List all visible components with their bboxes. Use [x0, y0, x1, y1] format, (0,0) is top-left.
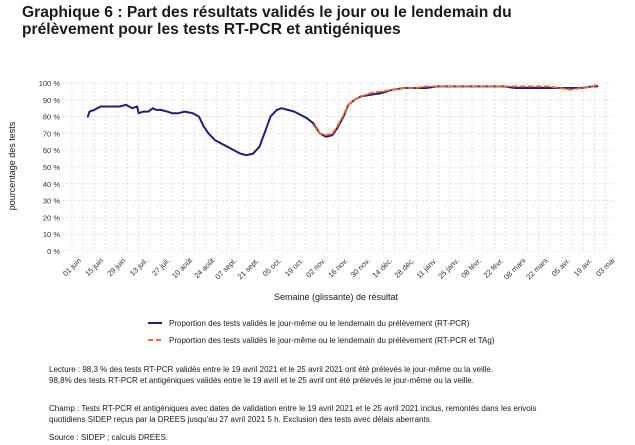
- x-tick-label: 29 juin: [105, 256, 127, 278]
- x-tick-label: 08 mars: [502, 256, 528, 282]
- chart-title-line-2: prélèvement pour les tests RT-PCR et ant…: [22, 21, 401, 38]
- x-tick-label: 05 oct.: [261, 256, 283, 278]
- x-tick-label: 21 sept.: [236, 256, 261, 281]
- legend: Proportion des tests validés le jour-mêm…: [148, 319, 495, 345]
- x-tick-label: 14 déc.: [370, 256, 394, 280]
- x-tick-label: 07 sept.: [213, 256, 238, 281]
- x-tick-label: 19 avr.: [572, 256, 594, 278]
- y-tick-label: 20 %: [43, 213, 60, 222]
- y-tick-label: 70 %: [43, 129, 60, 138]
- y-tick-label: 40 %: [43, 180, 60, 189]
- source-note: Source : SIDEP ; calculs DREES.: [49, 432, 168, 443]
- x-tick-label: 02 nov.: [304, 256, 327, 279]
- x-tick-label: 19 oct.: [283, 256, 305, 278]
- x-tick-label: 05 avr.: [550, 256, 572, 278]
- x-tick-label: 11 janv.: [414, 256, 438, 280]
- lecture-note: Lecture : 98,3 % des tests RT-PCR validé…: [49, 364, 493, 386]
- legend-label-rtpcr-tag: Proportion des tests validés le jour-mêm…: [169, 336, 495, 345]
- legend-label-rtpcr: Proportion des tests validés le jour-mêm…: [169, 319, 470, 328]
- x-tick-label: 22 mars: [524, 256, 550, 282]
- y-tick-label: 50 %: [43, 163, 60, 172]
- champ-line-2: quotidiens SIDEP reçus par la DREES jusq…: [49, 415, 432, 424]
- y-tick-label: 100 %: [39, 79, 61, 88]
- chart-title-line-1: Graphique 6 : Part des résultats validés…: [22, 4, 512, 21]
- y-tick-label: 80 %: [43, 113, 60, 122]
- series-layer: [86, 83, 599, 157]
- x-tick-label: 27 juil.: [150, 256, 172, 278]
- y-tick-label: 30 %: [43, 197, 60, 206]
- grid-layer: [62, 82, 615, 252]
- y-tick-label: 10 %: [43, 230, 60, 239]
- series-line-rtpcr-tag: [312, 83, 599, 137]
- x-tick-label: 30 nov.: [349, 256, 372, 279]
- x-tick-label: 15 juin: [83, 256, 105, 278]
- x-tick-label: 24 août: [192, 255, 217, 280]
- x-tick-label: 16 nov.: [326, 256, 349, 279]
- x-axis-label: Semaine (glissante) de résultat: [274, 292, 399, 302]
- champ-note: Champ : Tests RT-PCR et antigéniques ave…: [49, 403, 537, 425]
- x-tick-label: 08 févr.: [459, 256, 483, 280]
- x-tick-label: 28 déc.: [393, 256, 417, 280]
- source-line: Source : SIDEP ; calculs DREES.: [49, 433, 169, 442]
- y-tick-label: 90 %: [43, 96, 60, 105]
- y-tick-label: 0 %: [47, 247, 60, 256]
- x-tick-label: 13 juil.: [128, 256, 150, 278]
- y-axis-label: pourcentage des tests: [7, 121, 17, 210]
- champ-line-1: Champ : Tests RT-PCR et antigéniques ave…: [49, 404, 537, 413]
- line-chart: 0 % 10 % 20 % 30 % 40 % 50 % 60 % 70 % 80 % 90 % 1…: [7, 79, 617, 345]
- lecture-line-2: 98,8% des tests RT-PCR et antigéniques v…: [49, 376, 474, 385]
- lecture-line-1: Lecture : 98,3 % des tests RT-PCR validé…: [49, 365, 494, 374]
- series-line-rtpcr: [86, 85, 599, 157]
- x-tick-label: 03 mai: [594, 256, 617, 279]
- chart-title: Graphique 6 : Part des résultats validés…: [22, 4, 622, 38]
- x-tick-label: 10 août: [170, 255, 195, 280]
- x-tick-label: 25 janv.: [436, 256, 461, 281]
- y-tick-label: 60 %: [43, 146, 60, 155]
- x-tick-label: 01 juin: [61, 256, 83, 278]
